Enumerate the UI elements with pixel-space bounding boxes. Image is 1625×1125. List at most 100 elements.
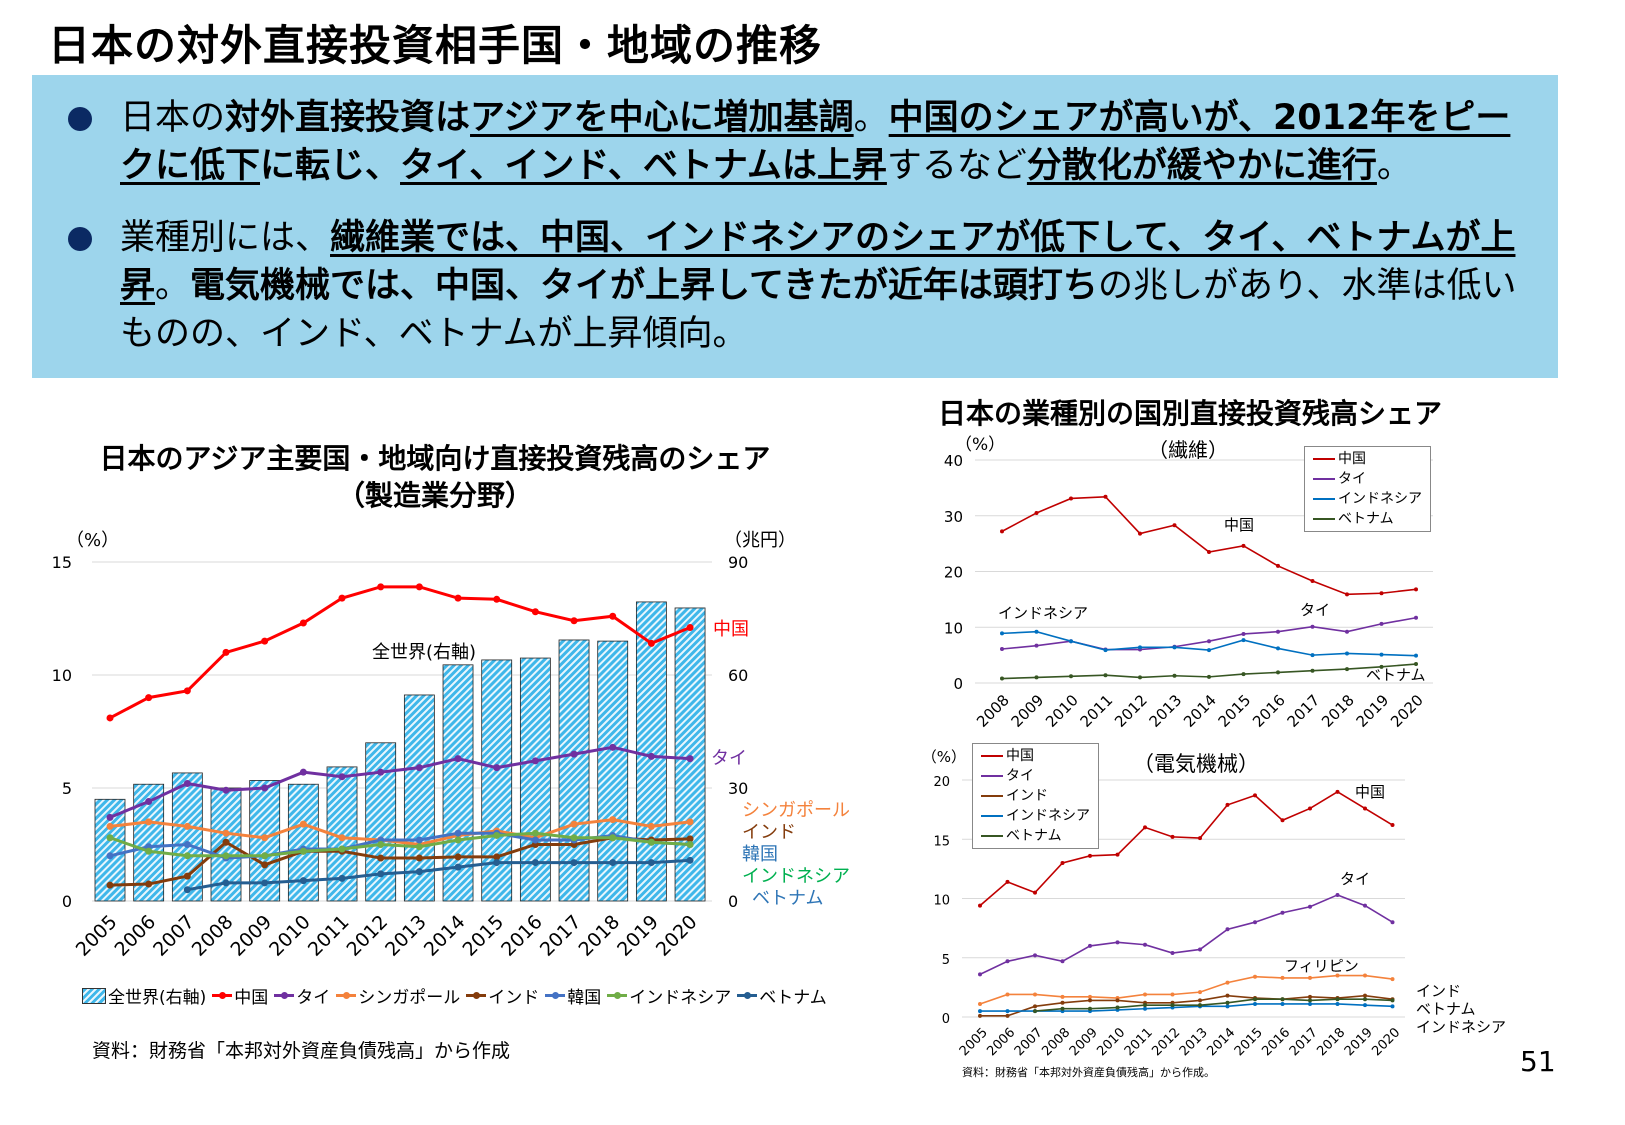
data-point	[493, 853, 501, 861]
x-tick-label: 2016	[1249, 691, 1289, 731]
data-point	[1253, 1001, 1257, 1006]
data-point	[1253, 920, 1257, 925]
x-tick-label: 2017	[536, 911, 586, 961]
data-point	[222, 838, 230, 846]
data-point	[1390, 998, 1395, 1003]
data-point	[1363, 997, 1367, 1002]
data-point	[1005, 1013, 1010, 1018]
data-point	[454, 863, 462, 871]
data-point	[1345, 629, 1349, 634]
y-tick-label: 0	[953, 675, 963, 693]
data-point	[1198, 836, 1202, 841]
y-tick-label: 0	[62, 892, 72, 911]
series-label: ベトナム	[752, 888, 823, 909]
bar-world	[674, 607, 706, 902]
data-point	[299, 877, 307, 885]
series-line-タイ	[109, 745, 691, 819]
legend-label: インドネシア	[1006, 808, 1090, 824]
data-point	[1241, 543, 1246, 548]
x-tick-label: 2015	[458, 911, 508, 961]
data-point	[1363, 903, 1367, 908]
data-point	[1276, 670, 1280, 675]
data-point	[183, 886, 191, 894]
data-point	[1335, 973, 1340, 978]
data-point	[1310, 624, 1315, 629]
data-point	[978, 972, 982, 977]
bullet-dot-icon	[68, 227, 92, 251]
y-axis-unit: （%）	[922, 748, 966, 766]
x-tick-label: 2010	[1094, 1025, 1128, 1059]
data-point	[222, 879, 230, 887]
data-point	[1414, 662, 1418, 667]
data-point	[1335, 997, 1340, 1002]
series-line-インドネシア	[109, 831, 691, 858]
data-point	[1308, 998, 1312, 1003]
bar-world	[171, 772, 203, 902]
data-point	[1253, 997, 1257, 1002]
data-point	[222, 852, 230, 860]
data-point	[1103, 494, 1108, 499]
data-point	[570, 834, 578, 842]
data-point	[377, 870, 385, 878]
data-point	[1280, 1001, 1285, 1006]
data-point	[1280, 997, 1285, 1002]
x-tick-label: 2014	[1180, 691, 1220, 731]
series-line-インドネシア	[980, 1003, 1393, 1012]
x-tick-label: 2008	[973, 691, 1013, 731]
data-point	[338, 874, 346, 882]
data-point	[377, 583, 385, 591]
data-point	[1088, 853, 1092, 858]
series-line-ベトナム	[1034, 998, 1393, 1012]
legend-line	[545, 991, 566, 999]
legend-line	[274, 991, 295, 999]
legend-item: インド	[981, 786, 1090, 806]
legend-item: ベトナム	[1313, 509, 1422, 529]
summary-bullet-2: 業種別には、繊維業では、中国、インドネシアのシェアが低下して、タイ、ベトナムが上…	[68, 214, 1530, 358]
legend-label: シンガポール	[358, 988, 461, 1008]
data-point	[222, 829, 230, 837]
data-point	[1207, 648, 1211, 653]
x-tick-label: 2014	[420, 911, 470, 961]
data-point	[1198, 947, 1202, 952]
data-point	[493, 764, 501, 772]
x-tick-label: 2018	[1318, 691, 1358, 731]
data-point	[454, 755, 462, 763]
data-point	[1379, 652, 1384, 657]
data-point	[1172, 523, 1177, 528]
data-point	[222, 648, 230, 656]
data-point	[1225, 1000, 1230, 1005]
data-point	[1379, 621, 1384, 626]
bullet-text-segment: 分散化が緩やかに進行	[1026, 146, 1377, 186]
legend-swatch	[82, 987, 106, 1004]
series-line-中国	[109, 585, 691, 720]
series-label: インド	[1416, 982, 1461, 1000]
series-label: タイ	[711, 748, 747, 769]
data-point	[415, 583, 423, 591]
x-tick-label: 2019	[1353, 691, 1393, 731]
data-point	[454, 594, 462, 602]
data-point	[1060, 860, 1065, 865]
right-section-title: 日本の業種別の国別直接投資残高シェア	[938, 397, 1443, 430]
series-line-フィリピン	[979, 974, 1393, 1005]
series-line-シンガポール	[109, 818, 691, 847]
x-tick-label: 2016	[497, 911, 547, 961]
data-point	[1170, 1003, 1175, 1008]
data-point	[1143, 825, 1147, 830]
legend-label: ベトナム	[1006, 828, 1062, 844]
data-point	[1207, 639, 1211, 644]
series-label: フィリピン	[1284, 957, 1359, 975]
data-point	[647, 859, 655, 867]
legend-item: 中国	[981, 746, 1090, 766]
x-tick-label: 2015	[1232, 1025, 1266, 1059]
data-point	[1088, 943, 1092, 948]
y2-tick-label: 60	[728, 666, 748, 685]
data-point	[1115, 1005, 1120, 1010]
data-point	[261, 879, 269, 887]
data-point	[1115, 940, 1120, 945]
data-point	[1276, 629, 1280, 634]
data-point	[1390, 823, 1395, 828]
legend-line	[1313, 458, 1335, 460]
data-point	[415, 764, 423, 772]
data-point	[106, 881, 114, 889]
data-point	[1335, 789, 1340, 794]
